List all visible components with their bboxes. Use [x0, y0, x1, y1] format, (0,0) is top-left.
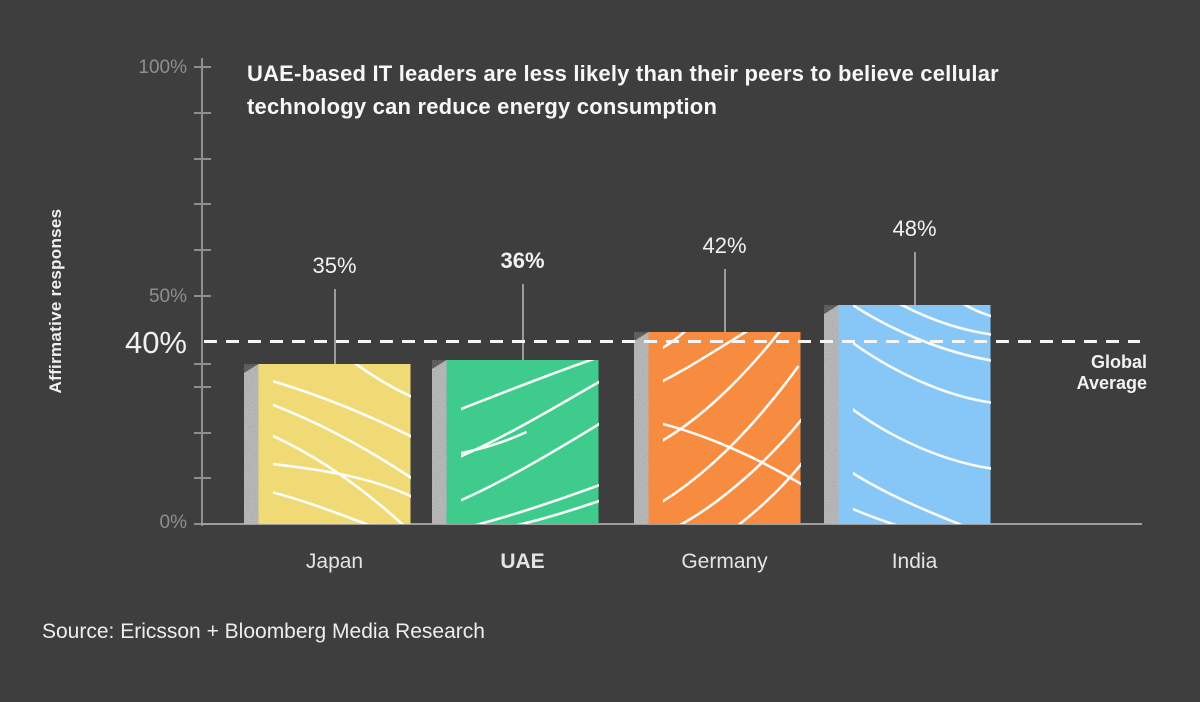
value-label-uae: 36% — [500, 248, 545, 273]
global-average-label: Global Average — [987, 352, 1147, 394]
value-connector-japan — [333, 289, 336, 364]
chart-title-line2: technology can reduce energy consumption — [247, 94, 718, 119]
source-attribution: Source: Ericsson + Bloomberg Media Resea… — [42, 620, 485, 643]
y-highlight-label-40: 40% — [124, 325, 187, 360]
category-label-india: India — [891, 550, 938, 573]
y-axis-title: Affirmative responses — [46, 208, 65, 394]
y-axis-tick-30 — [194, 386, 211, 389]
y-axis-tick-80 — [194, 157, 211, 160]
value-connector-india — [913, 252, 916, 305]
chart-title-line1: UAE-based IT leaders are less likely tha… — [247, 61, 999, 86]
bar-japan — [244, 364, 411, 524]
bar-germany — [634, 332, 801, 524]
value-connector-uae — [521, 284, 524, 360]
y-axis-tick-100 — [194, 66, 211, 69]
value-label-germany: 42% — [702, 233, 747, 258]
y-axis-tick-50 — [194, 294, 211, 297]
y-tick-label-100: 100% — [138, 57, 187, 78]
category-label-uae: UAE — [500, 550, 545, 573]
category-label-japan: Japan — [305, 550, 364, 573]
y-axis-tick-35 — [194, 363, 211, 366]
y-axis-tick-60 — [194, 249, 211, 252]
global-average-dashed-line — [204, 340, 1140, 343]
y-axis-tick-90 — [194, 112, 211, 115]
bar-india — [824, 305, 991, 524]
value-label-japan: 35% — [312, 253, 357, 278]
y-axis-tick-70 — [194, 203, 211, 206]
value-label-india: 48% — [892, 216, 937, 241]
y-tick-label-0: 0% — [159, 512, 187, 533]
y-axis-tick-10 — [194, 477, 211, 480]
global-average-label-line1: Global — [1090, 352, 1147, 372]
global-average-label-line2: Average — [1076, 373, 1147, 393]
category-label-germany: Germany — [681, 550, 768, 573]
x-axis-baseline — [201, 523, 1142, 525]
chart-title: UAE-based IT leaders are less likely tha… — [247, 57, 999, 123]
bar-uae — [432, 360, 599, 524]
y-axis-tick-20 — [194, 431, 211, 434]
value-connector-germany — [723, 269, 726, 332]
y-axis-line — [201, 58, 203, 526]
y-tick-label-50: 50% — [148, 286, 187, 307]
